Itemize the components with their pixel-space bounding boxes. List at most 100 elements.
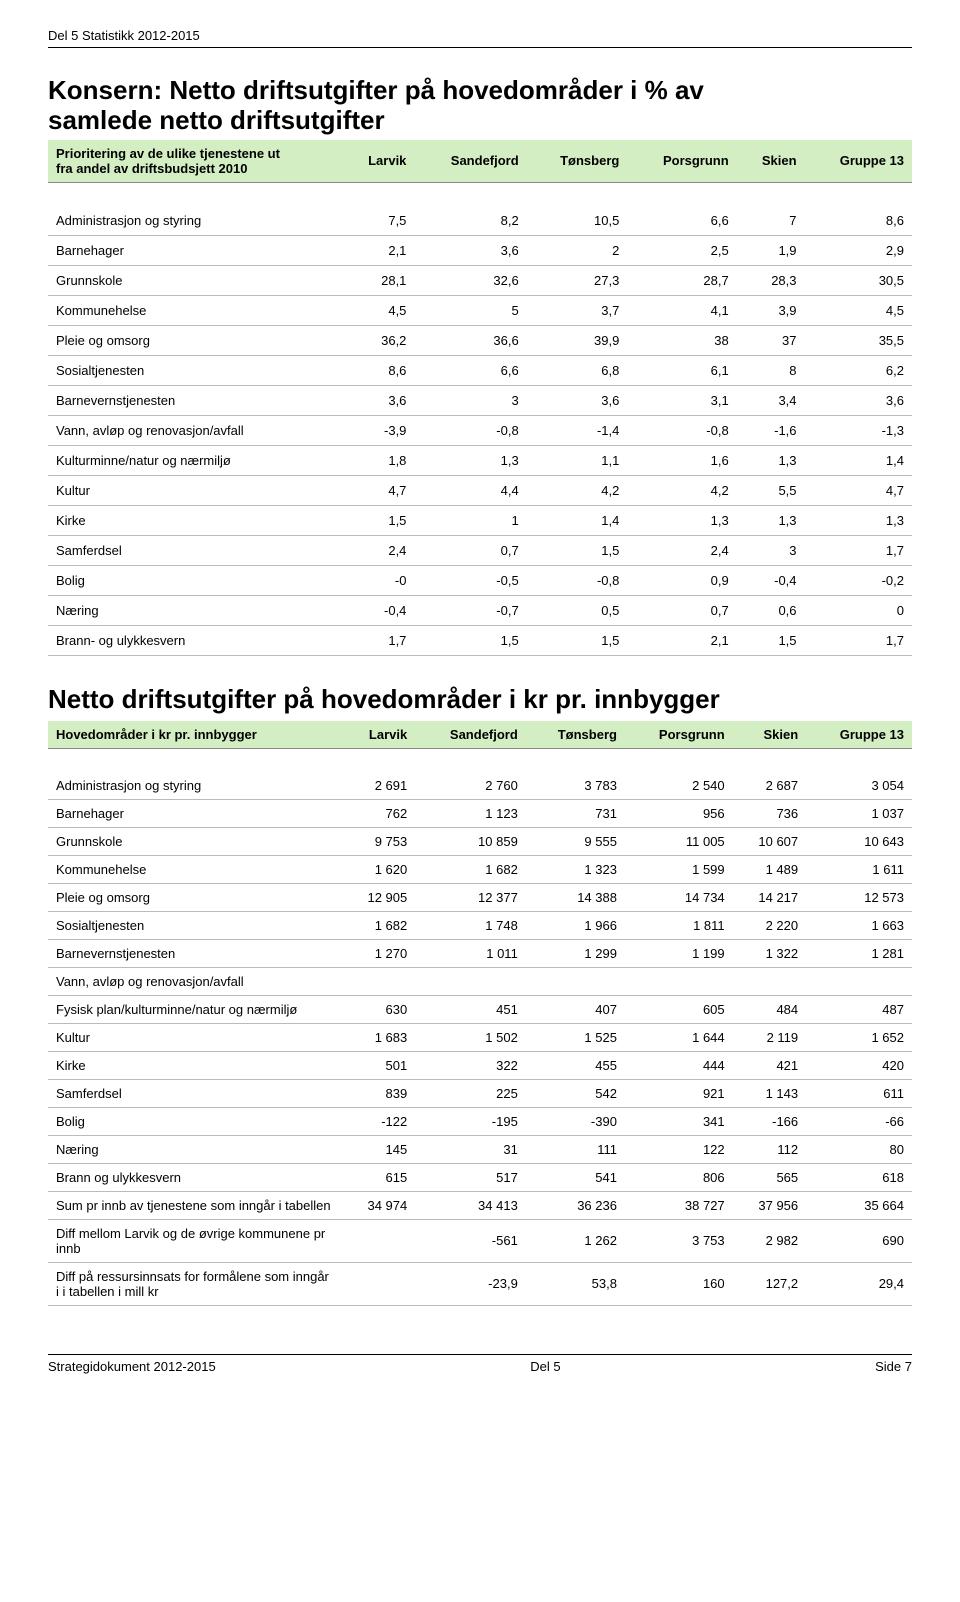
- cell-value: 2,4: [342, 535, 415, 565]
- cell-value: 12 573: [806, 883, 912, 911]
- cell-value: 1,3: [627, 505, 736, 535]
- cell-value: 80: [806, 1135, 912, 1163]
- cell-value: 1,3: [805, 505, 912, 535]
- cell-value: -0,8: [627, 415, 736, 445]
- table-row: Brann og ulykkesvern615517541806565618: [48, 1163, 912, 1191]
- cell-value: 341: [625, 1107, 733, 1135]
- row-label: Sum pr innb av tjenestene som inngår i t…: [48, 1191, 342, 1219]
- cell-value: -0,5: [414, 565, 526, 595]
- cell-value: 10,5: [527, 206, 628, 236]
- col-header: Skien: [737, 140, 805, 183]
- row-label: Kirke: [48, 505, 342, 535]
- cell-value: 38 727: [625, 1191, 733, 1219]
- cell-value: 2,9: [805, 235, 912, 265]
- row-label: Kultur: [48, 1023, 342, 1051]
- cell-value: 517: [415, 1163, 526, 1191]
- cell-value: 1 143: [733, 1079, 806, 1107]
- table-row: Pleie og omsorg36,236,639,9383735,5: [48, 325, 912, 355]
- title-line-1: Konsern: Netto driftsutgifter på hovedom…: [48, 75, 704, 105]
- cell-value: -66: [806, 1107, 912, 1135]
- cell-value: -0: [342, 565, 415, 595]
- cell-value: 3,7: [527, 295, 628, 325]
- cell-value: 3,4: [737, 385, 805, 415]
- cell-value: 1 489: [733, 855, 806, 883]
- table-row: Vann, avløp og renovasjon/avfall: [48, 967, 912, 995]
- cell-value: 160: [625, 1262, 733, 1305]
- cell-value: -1,6: [737, 415, 805, 445]
- section-title-2: Netto driftsutgifter på hovedområder i k…: [48, 684, 912, 715]
- row-label: Barnevernstjenesten: [48, 385, 342, 415]
- cell-value: 30,5: [805, 265, 912, 295]
- cell-value: 421: [733, 1051, 806, 1079]
- table-row: Sum pr innb av tjenestene som inngår i t…: [48, 1191, 912, 1219]
- cell-value: -0,4: [737, 565, 805, 595]
- cell-value: 1 281: [806, 939, 912, 967]
- cell-value: 3,6: [805, 385, 912, 415]
- table-head-row: Prioritering av de ulike tjenestene ut f…: [48, 140, 912, 183]
- cell-value: 1 663: [806, 911, 912, 939]
- cell-value: 0,5: [527, 595, 628, 625]
- cell-value: 1 323: [526, 855, 625, 883]
- cell-value: -23,9: [415, 1262, 526, 1305]
- cell-value: 1 299: [526, 939, 625, 967]
- cell-value: 28,3: [737, 265, 805, 295]
- cell-value: 1,3: [737, 445, 805, 475]
- cell-value: -0,2: [805, 565, 912, 595]
- cell-value: 11 005: [625, 827, 733, 855]
- table-head-row: Hovedområder i kr pr. innbygger Larvik S…: [48, 721, 912, 749]
- row-label: Diff mellom Larvik og de øvrige kommunen…: [48, 1219, 342, 1262]
- table-row: Næring-0,4-0,70,50,70,60: [48, 595, 912, 625]
- cell-value: 1 682: [342, 911, 415, 939]
- cell-value: 12 905: [342, 883, 415, 911]
- cell-value: 5: [414, 295, 526, 325]
- cell-value: 225: [415, 1079, 526, 1107]
- cell-value: 14 734: [625, 883, 733, 911]
- cell-value: 2,1: [627, 625, 736, 655]
- cell-value: 9 753: [342, 827, 415, 855]
- cell-value: 630: [342, 995, 415, 1023]
- cell-value: 451: [415, 995, 526, 1023]
- cell-value: 1,7: [805, 625, 912, 655]
- cell-value: 1 748: [415, 911, 526, 939]
- cell-value: 112: [733, 1135, 806, 1163]
- cell-value: 1 620: [342, 855, 415, 883]
- cell-value: 37: [737, 325, 805, 355]
- cell-value: -1,4: [527, 415, 628, 445]
- table-percent: Prioritering av de ulike tjenestene ut f…: [48, 140, 912, 656]
- cell-value: 36,6: [414, 325, 526, 355]
- cell-value: 806: [625, 1163, 733, 1191]
- col-header: Porsgrunn: [627, 140, 736, 183]
- cell-value: 0,7: [414, 535, 526, 565]
- cell-value: 839: [342, 1079, 415, 1107]
- table-row: Kulturminne/natur og nærmiljø1,81,31,11,…: [48, 445, 912, 475]
- cell-value: 29,4: [806, 1262, 912, 1305]
- cell-value: 736: [733, 799, 806, 827]
- row-label: Kulturminne/natur og nærmiljø: [48, 445, 342, 475]
- cell-value: 1 599: [625, 855, 733, 883]
- cell-value: 1 011: [415, 939, 526, 967]
- cell-value: 1,4: [527, 505, 628, 535]
- cell-value: 1,3: [737, 505, 805, 535]
- cell-value: 145: [342, 1135, 415, 1163]
- cell-value: 28,7: [627, 265, 736, 295]
- row-label: Grunnskole: [48, 265, 342, 295]
- row-label: Vann, avløp og renovasjon/avfall: [48, 415, 342, 445]
- cell-value: 444: [625, 1051, 733, 1079]
- cell-value: 3,1: [627, 385, 736, 415]
- cell-value: -0,7: [414, 595, 526, 625]
- row-label: Sosialtjenesten: [48, 911, 342, 939]
- cell-value: 1 966: [526, 911, 625, 939]
- cell-value: 4,7: [805, 475, 912, 505]
- row-label: Barnevernstjenesten: [48, 939, 342, 967]
- cell-value: 2 982: [733, 1219, 806, 1262]
- cell-value: 4,1: [627, 295, 736, 325]
- cell-value: 455: [526, 1051, 625, 1079]
- cell-value: 10 859: [415, 827, 526, 855]
- cell-value: 6,6: [414, 355, 526, 385]
- cell-value: [733, 967, 806, 995]
- cell-value: 1,6: [627, 445, 736, 475]
- cell-value: 32,6: [414, 265, 526, 295]
- cell-value: [806, 967, 912, 995]
- cell-value: 1 611: [806, 855, 912, 883]
- table-row: Barnevernstjenesten1 2701 0111 2991 1991…: [48, 939, 912, 967]
